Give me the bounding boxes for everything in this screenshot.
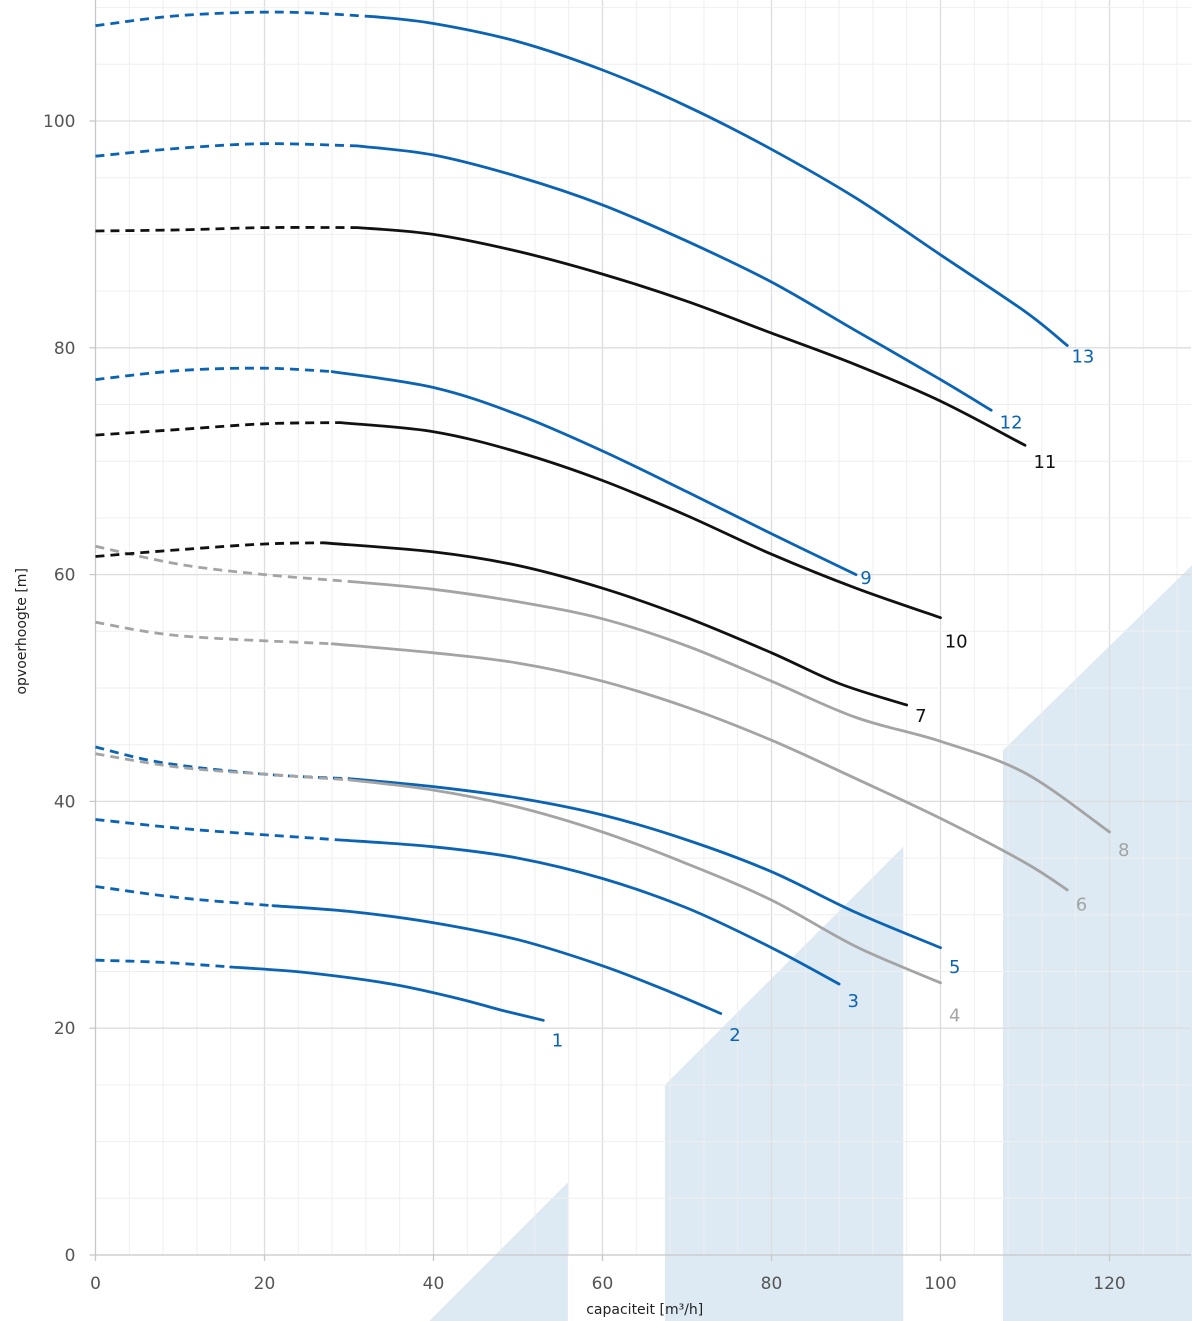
grid	[95, 0, 1191, 1255]
curve-label-6: 6	[1076, 894, 1087, 915]
x-tick-label: 20	[254, 1274, 276, 1294]
curve-7-solid	[322, 541, 909, 707]
shaded-region-1	[429, 1182, 568, 1321]
shaded-regions	[429, 565, 1192, 1321]
y-tick-label: 40	[54, 792, 76, 812]
curve-12-solid	[356, 144, 993, 412]
curve-8-dashed	[95, 544, 350, 583]
x-axis-label: capaciteit [m³/h]	[586, 1302, 703, 1318]
shaded-region-2	[665, 846, 904, 1321]
curve-12-dashed	[95, 142, 358, 158]
curve-7-dashed	[95, 541, 324, 558]
curve-4-dashed	[95, 752, 350, 782]
curve-13-solid	[372, 15, 1069, 347]
axes: 0 20 40 60 80 100 120 0 20 40 60 80 100	[43, 0, 1191, 1294]
x-tick-label: 0	[90, 1274, 101, 1294]
shaded-region-3	[1003, 565, 1192, 1321]
curve-label-1: 1	[552, 1031, 563, 1052]
curve-3-dashed	[95, 818, 341, 842]
curve-1-solid	[229, 965, 545, 1022]
curve-label-3: 3	[848, 991, 859, 1012]
curve-5-solid	[347, 777, 942, 950]
curve-2-solid	[271, 904, 723, 1015]
curve-4-solid	[347, 778, 942, 985]
y-tick-label: 0	[65, 1246, 76, 1266]
curve-label-5: 5	[949, 957, 960, 978]
curve-label-13: 13	[1071, 347, 1094, 368]
curve-6-solid	[330, 642, 1069, 892]
y-axis-label: opvoerhoogte [m]	[14, 568, 30, 694]
curve-label-4: 4	[949, 1006, 960, 1027]
curve-label-12: 12	[1000, 413, 1023, 434]
curve-13-dashed	[95, 10, 375, 28]
pump-curves	[95, 10, 1111, 1022]
y-tick-label: 60	[54, 566, 76, 586]
y-tick-label: 80	[54, 339, 76, 359]
x-tick-label: 60	[592, 1274, 614, 1294]
curve-label-7: 7	[915, 706, 926, 727]
curve-10-dashed	[95, 421, 341, 437]
y-tick-label: 20	[54, 1019, 76, 1039]
x-tick-label: 120	[1093, 1274, 1125, 1294]
x-tick-label: 40	[423, 1274, 445, 1294]
curve-2-dashed	[95, 885, 274, 908]
curve-8-solid	[347, 580, 1111, 834]
x-tick-label: 80	[761, 1274, 783, 1294]
curve-10-solid	[339, 421, 942, 620]
x-tick-label: 100	[924, 1274, 956, 1294]
curve-6-dashed	[95, 620, 333, 646]
curve-9-solid	[330, 370, 858, 576]
curve-label-8: 8	[1118, 840, 1129, 861]
y-tick-label: 100	[43, 112, 75, 132]
curve-9-dashed	[95, 366, 333, 381]
curve-label-9: 9	[860, 568, 871, 589]
curve-label-10: 10	[945, 631, 968, 652]
curve-11-dashed	[95, 226, 358, 233]
curve-1-dashed	[95, 958, 231, 969]
curve-11-solid	[356, 226, 1027, 447]
curve-3-solid	[339, 838, 841, 986]
curve-label-11: 11	[1033, 452, 1056, 473]
curve-label-2: 2	[729, 1025, 740, 1046]
curve-5-dashed	[95, 745, 350, 781]
